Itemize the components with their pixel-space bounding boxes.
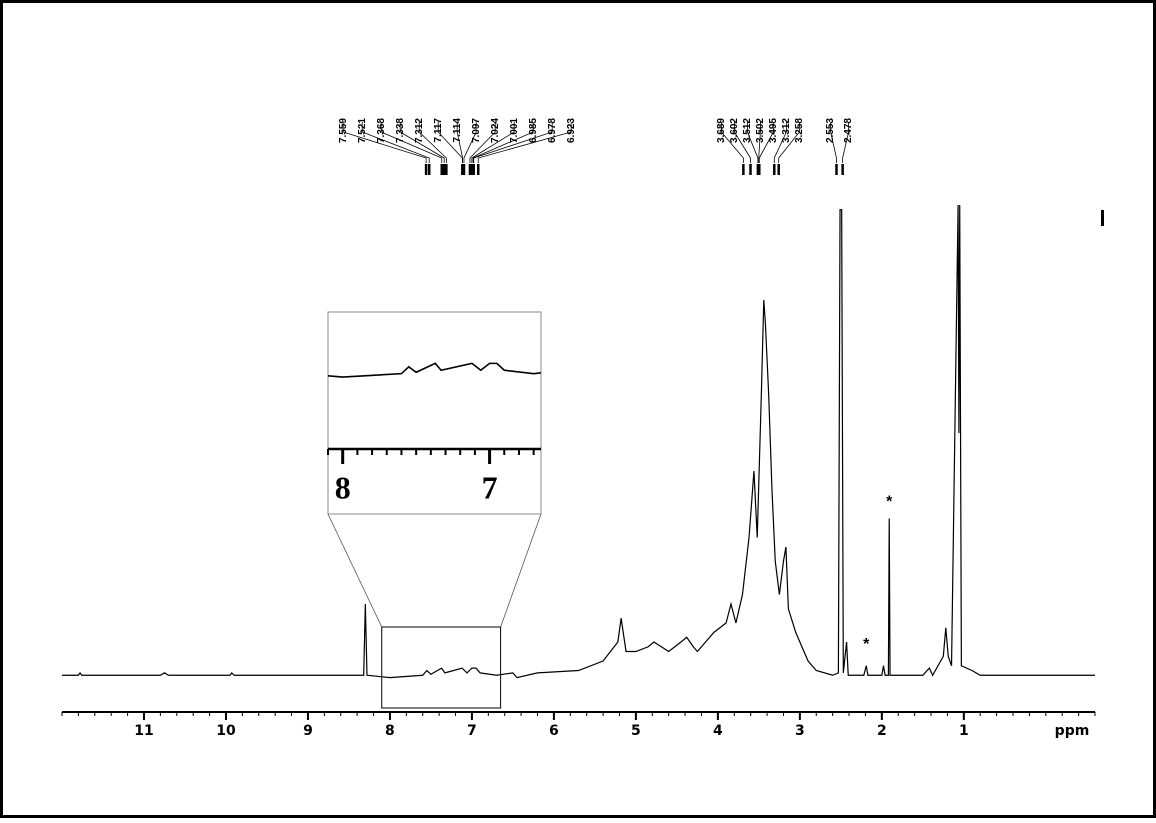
- peak-connector: [471, 122, 515, 163]
- x-tick-label: 4: [713, 723, 723, 739]
- inset-tick-label: 7: [482, 469, 498, 505]
- x-tick-label: 7: [467, 723, 477, 739]
- zoom-connector: [327, 513, 383, 628]
- x-tick-label: 1: [959, 723, 969, 739]
- peak-connector: [733, 122, 751, 163]
- zoom-connector: [500, 513, 542, 628]
- x-tick-label: 9: [303, 723, 313, 739]
- peak-connector: [380, 122, 443, 163]
- peak-connector: [830, 122, 837, 163]
- peak-connector: [463, 122, 477, 163]
- peak-connector: [456, 122, 463, 163]
- x-tick-label: 2: [877, 723, 887, 739]
- peak-connector: [758, 122, 774, 163]
- integral-mark: [1101, 210, 1104, 226]
- inset-tick-label: 8: [335, 469, 351, 505]
- peak-connector: [469, 122, 496, 163]
- x-tick-label: 8: [385, 723, 395, 739]
- peak-connector: [746, 122, 759, 163]
- peak-connector: [720, 122, 744, 163]
- spectrum: [62, 204, 1095, 679]
- peak-connector: [418, 122, 447, 163]
- peak-connector: [473, 122, 553, 163]
- x-tick-label: 3: [795, 723, 805, 739]
- peak-connector: [477, 122, 572, 163]
- annotation: *: [863, 636, 870, 653]
- peak-connector: [361, 122, 430, 163]
- peak-connector: [778, 122, 800, 163]
- peak-connector: [399, 122, 445, 163]
- peak-connector: [773, 122, 787, 163]
- annotation: *: [886, 493, 893, 510]
- x-tick-label: 5: [631, 723, 641, 739]
- inset-frame: [327, 311, 542, 515]
- peak-connector: [342, 122, 427, 163]
- peak-connector: [472, 122, 534, 163]
- peak-connector: [758, 122, 761, 163]
- inset-spectrum: [328, 362, 541, 378]
- x-tick-label: 11: [134, 723, 153, 739]
- x-axis-label: ppm: [1055, 723, 1090, 739]
- x-tick-label: 6: [549, 723, 559, 739]
- peak-connector: [842, 122, 849, 163]
- zoom-box: [381, 626, 502, 709]
- x-tick-label: 10: [216, 723, 236, 739]
